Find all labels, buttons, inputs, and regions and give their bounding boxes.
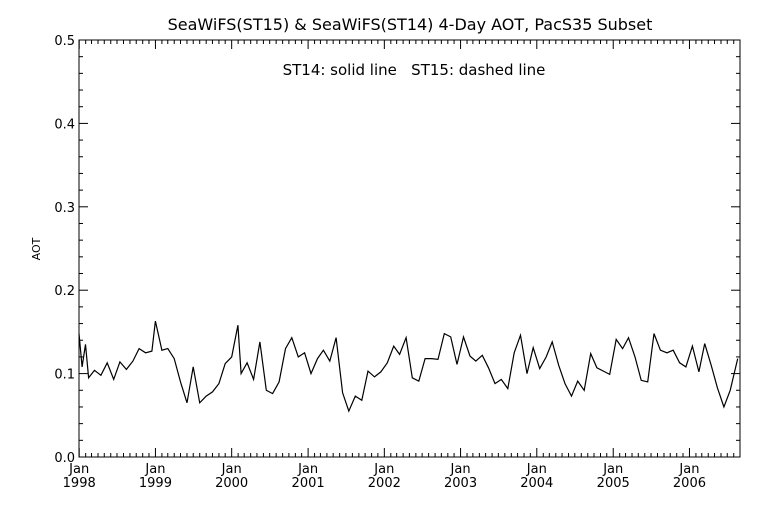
- y-tick-label: 0.3: [54, 201, 75, 216]
- y-tick-label: 0.2: [54, 284, 75, 299]
- plot-frame: [78, 39, 741, 458]
- x-tick-month-label: Jan: [450, 462, 471, 477]
- series-line-st14: [78, 320, 739, 413]
- x-tick-month-label: Jan: [602, 462, 623, 477]
- chart-title: SeaWiFS(ST15) & SeaWiFS(ST14) 4-Day AOT,…: [168, 15, 653, 34]
- x-tick-year-label: 1998: [63, 476, 96, 491]
- x-tick-year-label: 2003: [444, 476, 477, 491]
- y-tick-label: 0.1: [54, 368, 75, 383]
- x-tick-month-label: Jan: [221, 462, 242, 477]
- y-tick-label: 0.4: [54, 117, 75, 132]
- x-tick-year-label: 2000: [215, 476, 248, 491]
- x-tick-month-label: Jan: [678, 462, 699, 477]
- x-tick-month-label: Jan: [68, 462, 89, 477]
- x-tick-year-label: 2002: [368, 476, 401, 491]
- x-tick-month-label: Jan: [526, 462, 547, 477]
- chart-annotation: ST14: solid line ST15: dashed line: [283, 61, 546, 79]
- x-tick-month-label: Jan: [144, 462, 165, 477]
- x-tick-year-label: 2004: [520, 476, 553, 491]
- y-axis-label: AOT: [30, 237, 43, 260]
- x-tick-month-label: Jan: [297, 462, 318, 477]
- x-tick-year-label: 2006: [673, 476, 706, 491]
- y-tick-label: 0.0: [54, 451, 75, 466]
- x-tick-year-label: 2001: [292, 476, 325, 491]
- x-tick-month-label: Jan: [373, 462, 394, 477]
- x-tick-year-label: 2005: [597, 476, 630, 491]
- y-tick-label: 0.5: [54, 34, 75, 49]
- x-tick-year-label: 1999: [139, 476, 172, 491]
